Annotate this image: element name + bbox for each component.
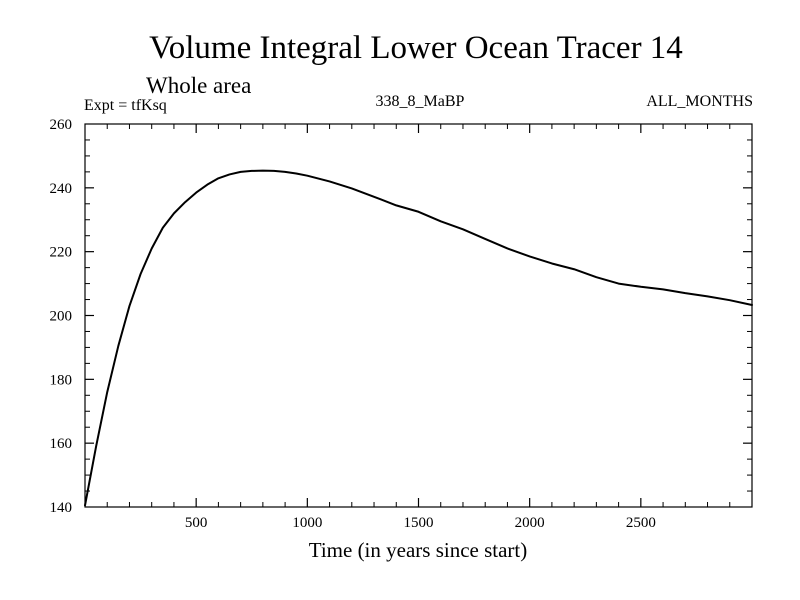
minor-ticks [85,124,752,507]
months-label: ALL_MONTHS [646,93,753,110]
plot-frame [84,123,753,508]
x-tick-label: 500 [185,515,208,531]
y-tick-label: 260 [50,117,73,133]
y-tick-label: 200 [50,309,73,325]
x-tick-label: 1500 [404,515,434,531]
y-tick-label: 180 [50,372,73,388]
y-tick-label: 140 [50,500,73,516]
x-axis-label: Time (in years since start) [309,538,528,562]
y-tick-label: 220 [50,245,73,261]
x-tick-label: 1000 [292,515,322,531]
tick-labels: 500 1000 1500 2000 2500 140 160 180 200 220 240 260 [50,117,656,531]
chart-subtitle: Whole area [146,73,251,98]
major-ticks [85,124,752,507]
x-tick-label: 2000 [515,515,545,531]
period-label: 338_8_MaBP [376,93,465,110]
series-line [84,169,753,507]
chart-title: Volume Integral Lower Ocean Tracer 14 [149,30,683,66]
y-tick-label: 240 [50,181,73,197]
x-tick-label: 2500 [626,515,656,531]
y-tick-label: 160 [50,436,73,452]
experiment-label: Expt = tfKsq [84,97,167,114]
